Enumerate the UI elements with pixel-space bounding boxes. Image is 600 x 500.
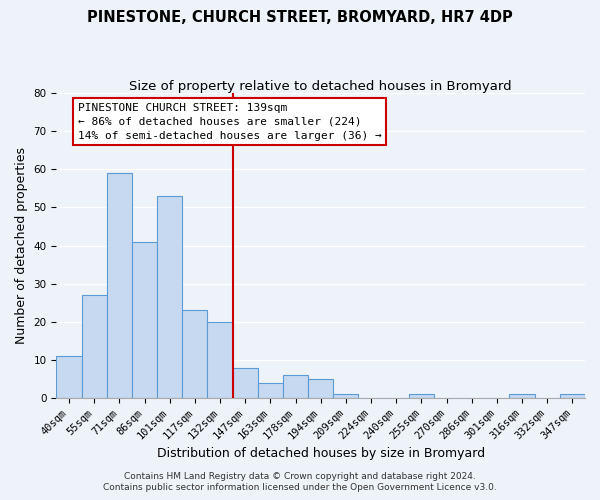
Bar (82, 295, 107, 398)
Text: PINESTONE, CHURCH STREET, BROMYARD, HR7 4DP: PINESTONE, CHURCH STREET, BROMYARD, HR7 … (87, 10, 513, 25)
Bar (560, 394, 585, 398)
Bar (157, 196, 182, 398)
Bar (283, 375, 308, 398)
Bar (333, 394, 358, 398)
Bar (308, 379, 333, 398)
Bar (509, 394, 535, 398)
Text: Contains HM Land Registry data © Crown copyright and database right 2024.
Contai: Contains HM Land Registry data © Crown c… (103, 472, 497, 492)
Title: Size of property relative to detached houses in Bromyard: Size of property relative to detached ho… (130, 80, 512, 93)
Bar (56, 356, 82, 398)
X-axis label: Distribution of detached houses by size in Bromyard: Distribution of detached houses by size … (157, 447, 485, 460)
Bar (107, 173, 132, 398)
Bar (409, 394, 434, 398)
Bar (233, 368, 258, 398)
Bar (132, 242, 157, 398)
Y-axis label: Number of detached properties: Number of detached properties (15, 147, 28, 344)
Bar (182, 310, 208, 398)
Bar (208, 322, 233, 398)
Text: PINESTONE CHURCH STREET: 139sqm
← 86% of detached houses are smaller (224)
14% o: PINESTONE CHURCH STREET: 139sqm ← 86% of… (78, 102, 382, 141)
Bar (258, 383, 283, 398)
